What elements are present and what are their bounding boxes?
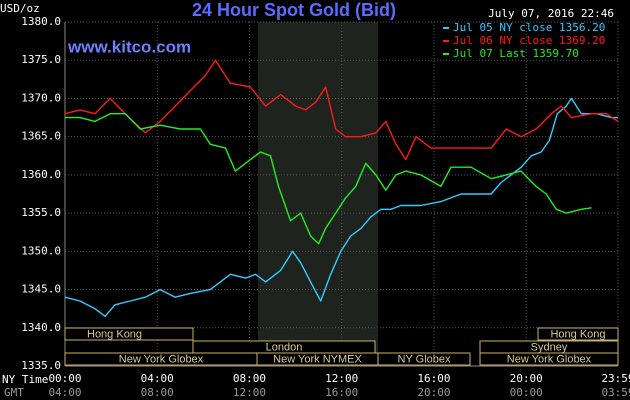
y-tick-label: 1370.0: [21, 91, 61, 104]
session-box: [64, 327, 194, 341]
series-line: [65, 113, 592, 245]
x2-tick-label: 03:59: [601, 386, 630, 399]
x2-tick-label: 04:00: [48, 386, 81, 399]
x-tick-label: 12:00: [325, 372, 358, 385]
y-tick-label: 1365.0: [21, 130, 61, 143]
x-tick-label: 23:59: [601, 372, 630, 385]
session-label: NY Globex: [398, 353, 451, 365]
x2-tick-label: 20:00: [417, 386, 450, 399]
session-box: [377, 352, 471, 366]
y-axis-label: USD/oz: [0, 2, 40, 15]
x-tick-label: 16:00: [417, 372, 450, 385]
session-shade: [258, 22, 378, 366]
x2-tick-label: 08:00: [141, 386, 174, 399]
y-tick-label: 1340.0: [21, 321, 61, 334]
session-label: Hong Kong: [87, 328, 142, 340]
y-tick-label: 1360.0: [21, 168, 61, 181]
x-tick-label: 04:00: [141, 372, 174, 385]
y-tick-label: 1345.0: [21, 283, 61, 296]
x2-tick-label: 00:00: [510, 386, 543, 399]
session-label: Sydney: [531, 341, 568, 353]
x2-axis-label: GMT: [4, 386, 24, 399]
website: www.kitco.com: [67, 37, 191, 56]
y-tick-label: 1375.0: [21, 53, 61, 66]
y-tick-label: 1335.0: [21, 359, 61, 372]
x-tick-label: 08:00: [233, 372, 266, 385]
x2-tick-label: 16:00: [325, 386, 358, 399]
chart-title: 24 Hour Spot Gold (Bid): [192, 0, 396, 20]
session-box: [479, 352, 619, 366]
y-tick-label: 1355.0: [21, 206, 61, 219]
y-tick-label: 1380.0: [21, 15, 61, 28]
x-tick-label: 20:00: [510, 372, 543, 385]
y-tick-label: 1350.0: [21, 244, 61, 257]
x-axis-label: NY Time: [2, 373, 48, 386]
x-tick-label: 00:00: [48, 372, 81, 385]
series-line: [64, 59, 619, 161]
legend-label: Jul 05 NY close 1356.20: [453, 21, 605, 34]
session-label: New York Globex: [119, 353, 204, 365]
session-label: New York NYMEX: [273, 353, 362, 365]
session-label: New York Globex: [507, 353, 592, 365]
session-box: [537, 327, 619, 341]
session-label: Hong Kong: [550, 328, 605, 340]
x2-tick-label: 12:00: [233, 386, 266, 399]
legend-label: Jul 06 NY close 1369.20: [453, 34, 605, 47]
session-label: London: [266, 341, 303, 353]
legend-label: Jul 07 Last 1359.70: [453, 47, 579, 60]
series-line: [64, 97, 618, 317]
timestamp: July 07, 2016 22:46: [488, 7, 614, 20]
